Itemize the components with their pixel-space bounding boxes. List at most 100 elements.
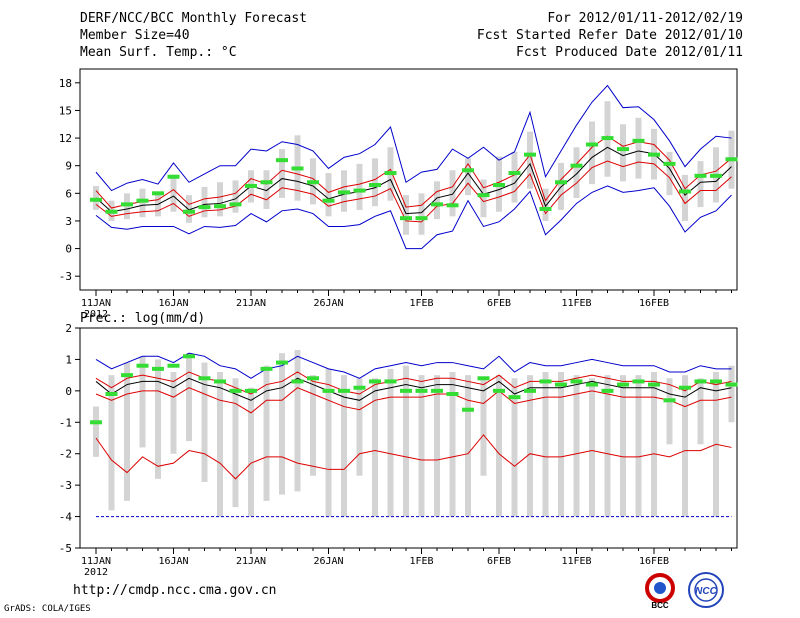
temp-spread-bar bbox=[635, 117, 642, 179]
prec-spread-bar bbox=[108, 375, 115, 511]
temp-series-max bbox=[95, 84, 732, 192]
prec-observed-mark bbox=[183, 354, 195, 359]
prec-observed-mark bbox=[570, 379, 583, 384]
prec-ytick-label: -1 bbox=[59, 416, 72, 429]
prec-spread-bar bbox=[155, 359, 161, 479]
prec-observed-mark bbox=[446, 392, 459, 396]
temp-observed-mark bbox=[322, 198, 335, 203]
temp-observed-mark bbox=[555, 180, 567, 185]
temp-observed-mark bbox=[136, 198, 149, 203]
temp-ytick-label: -3 bbox=[59, 270, 72, 283]
prec-spread-bar bbox=[635, 375, 642, 517]
temp-observed-mark bbox=[493, 183, 505, 188]
prec-ytick-label: -5 bbox=[59, 542, 72, 555]
temp-ytick-label: 3 bbox=[65, 215, 72, 228]
temp-spread-bar bbox=[356, 163, 363, 210]
prec-observed-mark bbox=[415, 388, 428, 393]
prec-observed-mark bbox=[384, 379, 397, 384]
prec-ytick-label: 0 bbox=[65, 385, 72, 398]
prec-spread-bar bbox=[124, 362, 130, 501]
prec-spread-bar bbox=[542, 372, 549, 517]
temp-spread-bar bbox=[170, 174, 177, 212]
prec-spread-bar bbox=[697, 378, 704, 445]
temp-ytick-label: 0 bbox=[65, 243, 72, 256]
temp-observed-mark bbox=[291, 166, 304, 171]
temp-xtick-label: 26JAN bbox=[313, 298, 343, 309]
prec-spread-bar bbox=[248, 387, 254, 517]
temp-observed-mark bbox=[260, 180, 273, 185]
prec-observed-mark bbox=[214, 379, 226, 384]
temp-spread-bar bbox=[139, 188, 146, 218]
prec-observed-mark bbox=[229, 388, 242, 393]
temp-spread-bar bbox=[279, 149, 285, 198]
temp-spread-bar bbox=[682, 174, 688, 221]
temp-xtick-label: 16FEB bbox=[639, 298, 669, 309]
prec-observed-mark bbox=[710, 379, 722, 384]
temp-spread-bar bbox=[573, 147, 580, 198]
prec-spread-bar bbox=[186, 353, 192, 442]
grads-credit: GrADS: COLA/IGES bbox=[4, 604, 91, 614]
temp-ytick-label: 9 bbox=[65, 160, 72, 173]
prec-spread-bar bbox=[217, 372, 223, 517]
prec-observed-mark bbox=[462, 407, 474, 412]
temp-spread-bar bbox=[263, 170, 270, 209]
ncc-logo: NCC bbox=[688, 572, 724, 608]
temp-spread-bar bbox=[201, 186, 208, 218]
prec-xtick-label: 26JAN bbox=[313, 556, 343, 567]
temp-observed-mark bbox=[183, 209, 195, 214]
prec-panel-title: Prec.: log(mm/d) bbox=[80, 311, 205, 326]
prec-observed-mark bbox=[307, 376, 319, 381]
prec-observed-mark bbox=[369, 379, 381, 384]
prec-observed-mark bbox=[431, 388, 443, 393]
prec-observed-mark bbox=[121, 373, 133, 378]
temp-observed-mark bbox=[229, 202, 242, 207]
prec-observed-mark bbox=[276, 360, 288, 365]
temp-observed-mark bbox=[725, 157, 738, 162]
temp-observed-mark bbox=[586, 142, 598, 147]
prec-observed-mark bbox=[632, 379, 645, 384]
prec-spread-bar bbox=[201, 362, 208, 482]
prec-xtick-label: 6FEB bbox=[487, 556, 511, 567]
temp-observed-mark bbox=[431, 202, 443, 207]
prec-ytick-label: 2 bbox=[65, 322, 72, 335]
prec-plot-frame bbox=[79, 327, 738, 549]
temp-spread-bar bbox=[232, 180, 239, 213]
prec-spread-bar bbox=[728, 365, 735, 423]
temp-observed-mark bbox=[276, 158, 288, 163]
prec-observed-mark bbox=[601, 388, 614, 393]
temp-observed-mark bbox=[508, 171, 521, 176]
prec-spread-bar bbox=[434, 375, 440, 517]
prec-xtick-label: 21JAN bbox=[236, 556, 266, 567]
temp-spread-bar bbox=[449, 170, 456, 217]
temp-xtick-label: 16JAN bbox=[158, 298, 188, 309]
temp-observed-mark bbox=[338, 190, 350, 195]
prec-spread-bar bbox=[496, 375, 502, 517]
prec-observed-mark bbox=[353, 385, 366, 390]
prec-observed-mark bbox=[694, 379, 707, 384]
prec-observed-mark bbox=[663, 398, 676, 403]
temp-spread-bar bbox=[589, 121, 595, 185]
prec-spread-bar bbox=[263, 365, 270, 501]
prec-xtick-label: 16JAN bbox=[158, 556, 188, 567]
prec-spread-bar bbox=[465, 375, 471, 517]
prec-spread-bar bbox=[356, 378, 363, 476]
temp-observed-mark bbox=[152, 191, 164, 196]
prec-spread-bar bbox=[279, 353, 285, 495]
temp-observed-mark bbox=[446, 203, 459, 208]
temp-observed-mark bbox=[307, 180, 319, 185]
temp-spread-bar bbox=[465, 158, 471, 196]
prec-spread-bar bbox=[666, 378, 673, 445]
temp-xtick-label: 21JAN bbox=[236, 298, 266, 309]
prec-spread-bar bbox=[651, 372, 657, 517]
temp-observed-mark bbox=[524, 152, 536, 157]
temp-spread-bar bbox=[527, 131, 533, 189]
temp-spread-bar bbox=[434, 181, 440, 220]
prec-ytick-label: 1 bbox=[65, 353, 72, 366]
ncc-logo-text: NCC bbox=[695, 586, 717, 597]
temp-observed-mark bbox=[648, 152, 660, 157]
temp-observed-mark bbox=[477, 193, 490, 198]
temp-observed-mark bbox=[121, 202, 133, 207]
prec-series-mean bbox=[95, 377, 732, 401]
source-url[interactable]: http://cmdp.ncc.cma.gov.cn bbox=[73, 583, 277, 598]
prec-spread-bar bbox=[682, 375, 688, 517]
